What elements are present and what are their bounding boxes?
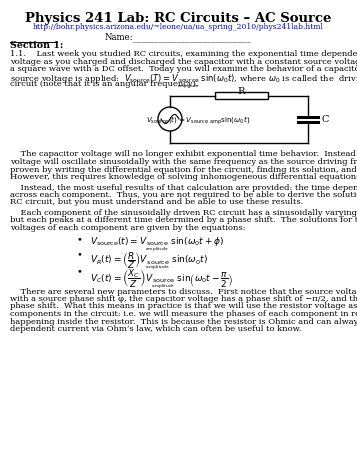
Text: However, this requires knowledge of solving inhomogeneous differential equations: However, this requires knowledge of solv…	[10, 173, 357, 181]
Text: circuit (note that it is an angular frequency).: circuit (note that it is an angular freq…	[10, 80, 198, 88]
Text: components in the circuit: i.e. we will measure the phases of each component in : components in the circuit: i.e. we will …	[10, 310, 357, 318]
Text: proven by writing the differential equation for the circuit, finding its solutio: proven by writing the differential equat…	[10, 165, 357, 174]
Text: voltage will oscillate sinusoidally with the same frequency as the source drivin: voltage will oscillate sinusoidally with…	[10, 158, 357, 166]
Text: voltages of each component are given by the equations:: voltages of each component are given by …	[10, 224, 246, 232]
Text: $V_R(t) = \left(\dfrac{R}{Z}\right)V_{\underset{\rm amplitude}{\rm source}}\ \si: $V_R(t) = \left(\dfrac{R}{Z}\right)V_{\u…	[90, 250, 208, 272]
Text: There are several new parameters to discuss.  First notice that the source volta: There are several new parameters to disc…	[10, 287, 357, 296]
Text: a square wave with a DC offset.  Today you will examine the behavior of a capaci: a square wave with a DC offset. Today yo…	[10, 65, 357, 73]
Text: $V_{\rm source}(t) = V_{\underset{\rm amplitude}{\rm source}}\ \sin(\omega_0 t +: $V_{\rm source}(t) = V_{\underset{\rm am…	[90, 236, 224, 254]
Text: phase shift.  What this means in practice is that we will use the resistor volta: phase shift. What this means in practice…	[10, 303, 357, 310]
Text: R: R	[238, 87, 245, 97]
Text: across each component.  Thus, you are not required to be able to derive the solu: across each component. Thus, you are not…	[10, 191, 357, 199]
Text: The capacitor voltage will no longer exhibit exponential time behavior.  Instead: The capacitor voltage will no longer exh…	[10, 151, 357, 158]
Text: •: •	[76, 250, 82, 260]
Text: Instead, the most useful results of that calculation are provided: the time depe: Instead, the most useful results of that…	[10, 183, 357, 192]
Text: 1.1.    Last week you studied RC circuits, examining the exponential time depend: 1.1. Last week you studied RC circuits, …	[10, 50, 357, 58]
Text: Physics 241 Lab: RC Circuits – AC Source: Physics 241 Lab: RC Circuits – AC Source	[25, 12, 331, 25]
Text: Each component of the sinusoidally driven RC circuit has a sinusoidally varying : Each component of the sinusoidally drive…	[10, 209, 357, 217]
Text: with a source phase shift φ, the capacitor voltage has a phase shift of −π/2, an: with a source phase shift φ, the capacit…	[10, 295, 357, 303]
Text: •: •	[76, 267, 82, 276]
Text: happening inside the resistor.  This is because the resistor is Ohmic and can al: happening inside the resistor. This is b…	[10, 317, 357, 326]
Text: source voltage is applied:  $V_{\rm source}(T)=V_{\underset{\rm amplitude}{\rm s: source voltage is applied: $V_{\rm sourc…	[10, 73, 357, 91]
Text: C: C	[322, 115, 330, 123]
Text: voltage as you charged and discharged the capacitor with a constant source volta: voltage as you charged and discharged th…	[10, 57, 357, 66]
Text: dependent current via Ohm’s law, which can often be useful to know.: dependent current via Ohm’s law, which c…	[10, 325, 301, 333]
Text: •: •	[76, 236, 82, 244]
Text: but each peaks at a different time determined by a phase shift.  The solutions f: but each peaks at a different time deter…	[10, 217, 357, 225]
Text: RC circuit, but you must understand and be able to use these results.: RC circuit, but you must understand and …	[10, 199, 303, 207]
Text: Name:___________________________: Name:___________________________	[105, 32, 251, 42]
Text: Section 1:: Section 1:	[10, 41, 64, 50]
Text: $V_{\rm source}(t){=}V_{\rm source\ amp}\sin(\omega_0 t)$: $V_{\rm source}(t){=}V_{\rm source\ amp}…	[146, 115, 250, 127]
Text: http://bohr.physics.arizona.edu/~leone/ua/ua_spring_2010/phys241lab.html: http://bohr.physics.arizona.edu/~leone/u…	[32, 23, 323, 31]
Text: $V_C(t) = \left(\dfrac{X_C}{Z}\right)V_{\underset{\rm amplitude}{\rm source}}\ \: $V_C(t) = \left(\dfrac{X_C}{Z}\right)V_{…	[90, 267, 233, 291]
Bar	[215, 92, 268, 99]
